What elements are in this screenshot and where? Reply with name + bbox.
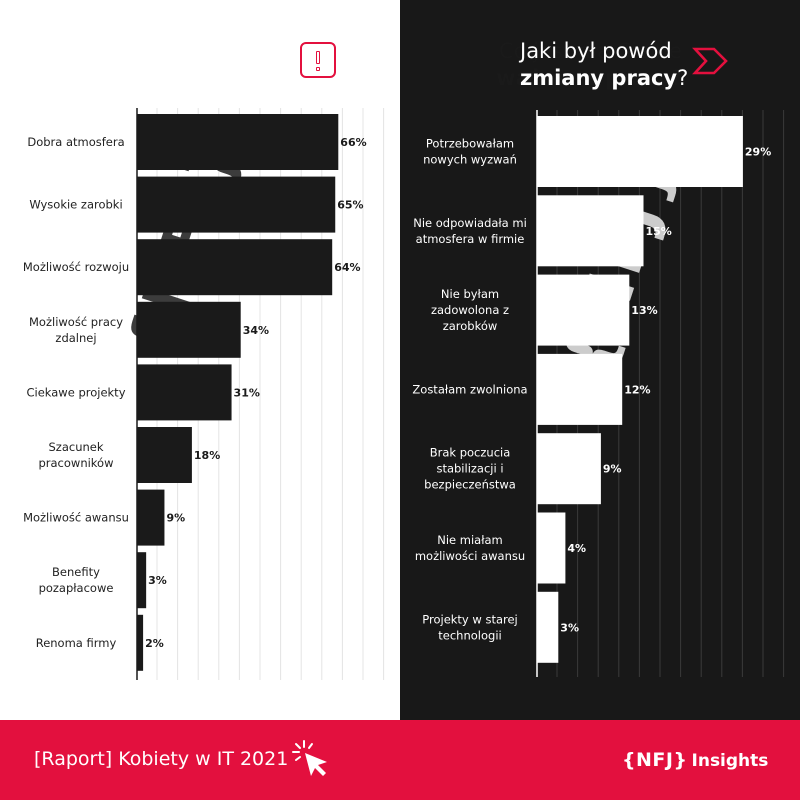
right-category-label: Potrzebowałam nowych wyzwań [423, 137, 517, 167]
footer-banner: [Raport] Kobiety w IT 2021 {NFJ} Insights [0, 720, 800, 800]
right-bar [537, 512, 566, 584]
left-bar [137, 239, 333, 296]
left-bar [137, 176, 336, 233]
right-bar [537, 353, 623, 425]
left-bar [137, 427, 192, 483]
left-title-line1: Co jest dla Ciebie [498, 39, 682, 63]
left-bar [137, 364, 232, 421]
left-value-label: 65% [337, 199, 363, 212]
right-value-label: 29% [745, 146, 771, 159]
right-category-label: Nie odpowiadała mi atmosfera w firmie [413, 216, 527, 246]
exclamation-icon [300, 42, 336, 78]
brand-logo-mark: {NFJ} [622, 749, 688, 771]
left-value-label: 2% [145, 637, 164, 650]
right-value-label: 15% [646, 225, 672, 238]
left-category-label: Szacunek pracowników [38, 440, 113, 470]
left-bar [137, 489, 165, 546]
right-chart-title: Jaki był powód zmiany pracy? [520, 38, 688, 92]
cursor-click-icon [292, 740, 327, 776]
right-category-label: Brak poczucia stabilizacji i bezpieczeństw… [424, 446, 516, 492]
right-bars: 29% Potrzebowałam nowych wyzwań 15% Nie odpo… [412, 110, 771, 677]
left-title-mark: ? [670, 66, 682, 90]
left-bar [137, 301, 241, 358]
left-value-label: 31% [234, 386, 260, 399]
left-value-label: 34% [243, 324, 269, 337]
right-bar [537, 433, 601, 505]
right-value-label: 12% [624, 383, 650, 396]
chevron-right-icon [692, 47, 728, 75]
right-category-label: Nie miałam możliwości awansu [415, 533, 525, 563]
left-value-label: 66% [340, 136, 366, 149]
left-chart-title: Co jest dla Ciebie ważne w pracy? [496, 38, 682, 92]
left-category-label: Renoma firmy [36, 636, 117, 650]
left-title-bold: ważne w pracy [496, 66, 671, 90]
right-value-label: 3% [560, 621, 579, 634]
right-value-label: 9% [603, 463, 622, 476]
right-category-label: Nie byłam zadowolona z zarobków [431, 287, 509, 333]
left-value-label: 64% [334, 261, 360, 274]
brand-logo: {NFJ} Insights [622, 749, 768, 771]
right-title-bold: zmiany pracy [520, 66, 678, 90]
right-value-label: 4% [567, 542, 586, 555]
footer-report-title: [Raport] Kobiety w IT 2021 [34, 748, 289, 770]
left-bar [137, 114, 339, 170]
right-title-mark: ? [677, 66, 689, 90]
right-value-label: 13% [631, 304, 657, 317]
right-bar [537, 591, 559, 663]
left-category-label: Możliwość pracy zdalnej [29, 315, 123, 345]
left-category-label: Możliwość rozwoju [23, 260, 129, 274]
right-bar [537, 274, 630, 346]
left-bar [137, 614, 144, 671]
left-category-label: Dobra atmosfera [27, 135, 124, 149]
left-category-label: Ciekawe projekty [27, 385, 126, 399]
right-category-label: Zostałam zwolniona [412, 382, 527, 396]
right-bar [537, 195, 644, 267]
left-value-label: 9% [166, 512, 185, 525]
right-title-line1: Jaki był powód [520, 39, 672, 63]
brand-insights-label: Insights [691, 751, 769, 771]
left-bar [137, 552, 147, 609]
right-category-label: Projekty w starej technologii [422, 612, 518, 642]
left-category-label: Benefity pozapłacowe [39, 565, 114, 595]
left-bars: 66% Dobra atmosfera 65% Wysokie zarobki 64% M… [23, 108, 367, 680]
left-category-label: Wysokie zarobki [29, 198, 122, 212]
right-bar [537, 116, 743, 187]
left-value-label: 3% [148, 574, 167, 587]
left-category-label: Możliwość awansu [23, 511, 129, 525]
left-value-label: 18% [194, 449, 220, 462]
